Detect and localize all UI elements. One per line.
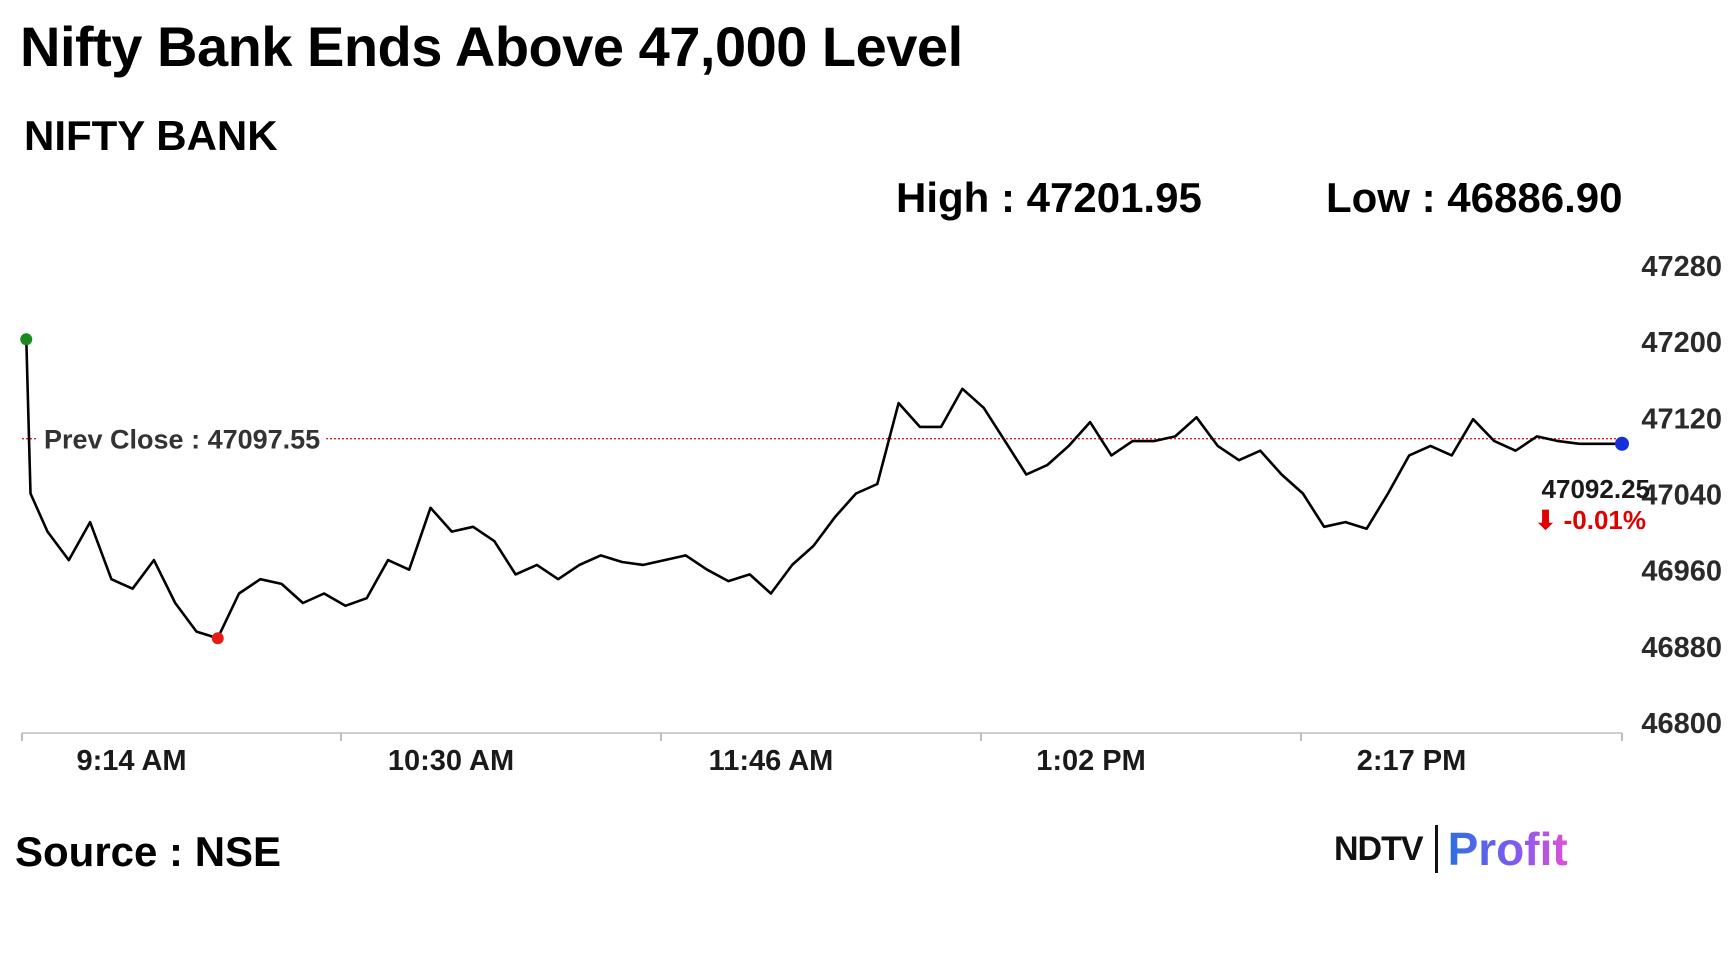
y-tick-label: 47040: [1641, 480, 1722, 512]
x-tick-label: 11:46 AM: [709, 745, 834, 777]
open-marker: [20, 333, 33, 346]
y-tick-label: 46800: [1641, 708, 1722, 740]
x-tick-label: 1:02 PM: [1036, 745, 1146, 777]
day-low: Low : 46886.90: [1326, 174, 1623, 221]
y-tick-label: 47280: [1641, 251, 1722, 283]
index-name: NIFTY BANK: [24, 112, 278, 159]
low-marker: [211, 632, 224, 645]
logo-divider: [1434, 825, 1438, 873]
y-tick-label: 46960: [1641, 556, 1722, 588]
change-label: ⬇ -0.01%: [1535, 505, 1646, 535]
ndtv-profit-logo: NDTV Profit: [1334, 822, 1568, 876]
last-marker: [1615, 436, 1629, 451]
y-tick-label: 46880: [1641, 632, 1722, 664]
day-high: High : 47201.95: [896, 174, 1202, 221]
prev-close-label-bg: [38, 422, 327, 457]
y-tick-label: 47120: [1641, 403, 1722, 435]
logo-ndtv: NDTV: [1334, 829, 1424, 868]
logo-profit: Profit: [1447, 823, 1568, 875]
x-tick-label: 9:14 AM: [76, 745, 186, 777]
chart-title: Nifty Bank Ends Above 47,000 Level: [20, 15, 963, 78]
x-tick-label: 2:17 PM: [1357, 745, 1467, 777]
x-axis: 9:14 AM 10:30 AM 11:46 AM 1:02 PM 2:17 PM: [21, 732, 1623, 777]
plot-area: Prev Close : 47097.55 47092.25⬇ -0.01%: [20, 333, 1650, 645]
source-note: Source : NSE: [15, 828, 282, 875]
y-tick-label: 47200: [1641, 327, 1722, 359]
x-tick-label: 10:30 AM: [388, 745, 514, 777]
series-line: [25, 339, 1622, 640]
last-value-label: 47092.25: [1542, 474, 1650, 504]
y-axis-ticks: 47280 47200 47120 47040 46960 46880 46800: [1641, 251, 1722, 740]
prev-close-label: Prev Close : 47097.55: [44, 425, 320, 455]
